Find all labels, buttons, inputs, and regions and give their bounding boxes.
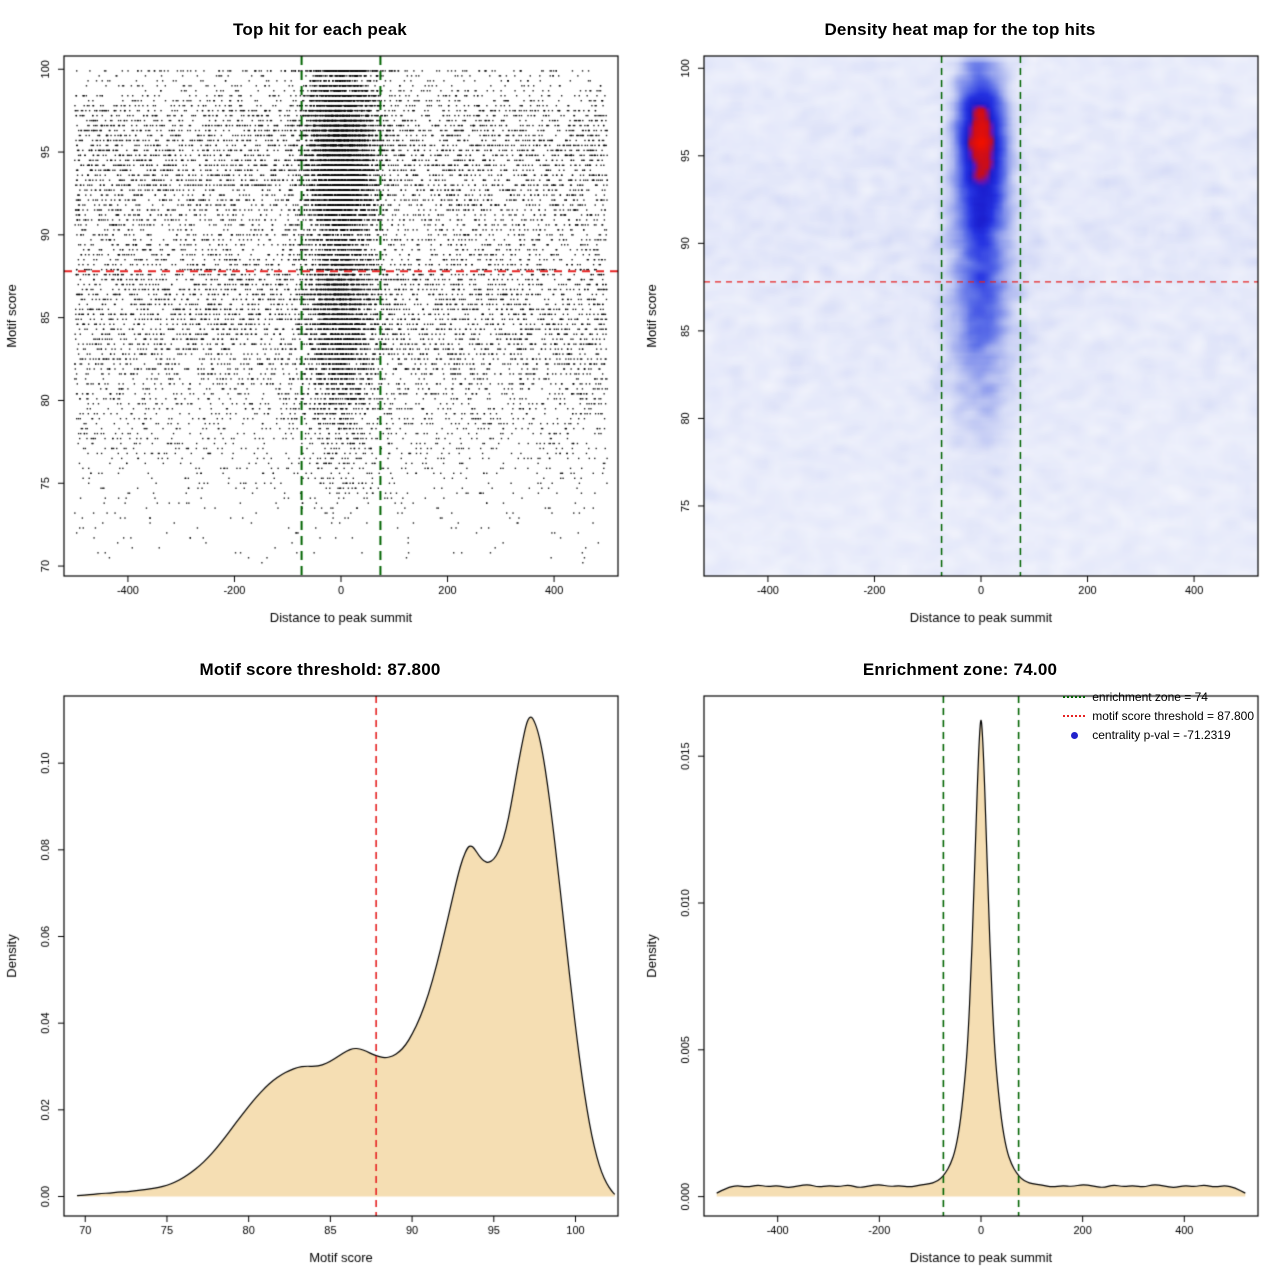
- distance-density-title: Enrichment zone: 74.00: [862, 660, 1058, 679]
- score-density-title: Motif score threshold: 87.800: [199, 660, 441, 679]
- distance-density-canvas: [640, 680, 1280, 1280]
- centrality-point-swatch: [1063, 730, 1085, 740]
- panel-scatter: Top hit for each peak: [0, 0, 640, 640]
- threshold-line-swatch: [1063, 711, 1086, 721]
- heatmap-title: Density heat map for the top hits: [824, 20, 1096, 39]
- legend-label: motif score threshold = 87.800: [1092, 709, 1254, 723]
- scatter-canvas: [0, 40, 640, 640]
- legend-item-enrichment-zone: enrichment zone = 74: [1063, 690, 1254, 704]
- enrichment-zone-line-swatch: [1063, 692, 1086, 702]
- legend: enrichment zone = 74 motif score thresho…: [1063, 690, 1254, 747]
- legend-item-score-threshold: motif score threshold = 87.800: [1063, 709, 1254, 723]
- panel-score-density: Motif score threshold: 87.800: [0, 640, 640, 1280]
- score-density-canvas: [0, 680, 640, 1280]
- legend-item-centrality-pval: centrality p-val = -71.2319: [1063, 728, 1254, 742]
- legend-label: centrality p-val = -71.2319: [1092, 728, 1231, 742]
- panel-heatmap: Density heat map for the top hits: [640, 0, 1280, 640]
- panel-distance-density: Enrichment zone: 74.00 enrichment zone =…: [640, 640, 1280, 1280]
- scatter-title: Top hit for each peak: [233, 20, 407, 39]
- heatmap-canvas: [640, 40, 1280, 640]
- legend-label: enrichment zone = 74: [1092, 690, 1208, 704]
